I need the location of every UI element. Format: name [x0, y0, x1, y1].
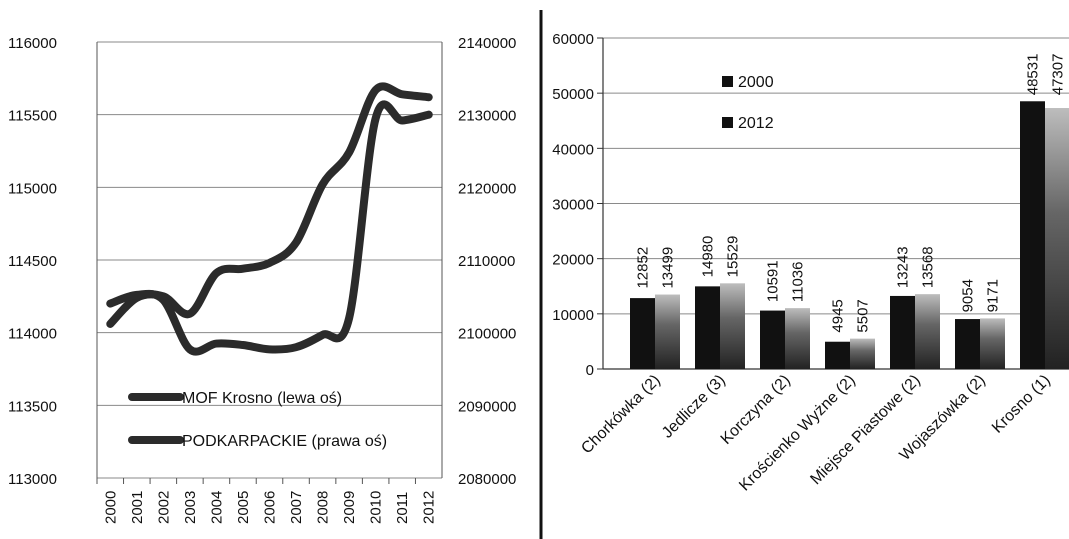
bar-2012 — [785, 308, 810, 369]
category-label: Jedlicze (3) — [659, 372, 729, 442]
y-axis-tick: 50000 — [552, 86, 594, 103]
bar-2012 — [915, 294, 940, 369]
x-axis-tick: 2004 — [208, 491, 225, 524]
data-label-2000: 14980 — [700, 236, 717, 278]
x-axis-tick: 2000 — [102, 491, 119, 524]
legend-swatch-2000 — [722, 76, 733, 87]
data-label-2012: 13568 — [920, 246, 937, 288]
bar-chart-x-axis: Chorkówka (2)Jedlicze (3)Korczyna (2)Kro… — [578, 372, 1054, 495]
y-axis-tick: 10000 — [552, 307, 594, 324]
line-chart-left-axis: 116000 115500 115000 114500 114000 113500 1130… — [8, 35, 57, 488]
x-axis-tick: 2007 — [288, 491, 305, 524]
line-chart: 116000 115500 115000 114500 114000 113500 1130… — [8, 35, 516, 524]
right-axis-tick: 2080000 — [458, 471, 516, 488]
bar-2012 — [980, 318, 1005, 369]
bar-2000 — [825, 341, 850, 369]
y-axis-tick: 30000 — [552, 197, 594, 214]
data-label-2012: 15529 — [725, 236, 742, 278]
x-axis-tick: 2001 — [129, 491, 146, 524]
bar-chart-y-axis: 60000 50000 40000 30000 20000 10000 0 — [552, 31, 594, 379]
bar-2000 — [955, 319, 980, 369]
data-label-2012: 47307 — [1050, 54, 1067, 96]
line-chart-legend: MOF Krosno (lewa oś) PODKARPACKIE (prawa… — [128, 390, 387, 450]
x-axis-tick: 2003 — [182, 491, 199, 524]
line-chart-x-axis: 2000 2001 2002 2003 2004 2005 2006 2007 2008 2009… — [96, 478, 438, 524]
bar-2012 — [720, 283, 745, 369]
data-label-2000: 4945 — [830, 299, 847, 332]
category-label: Krosno (1) — [989, 372, 1054, 437]
bar-chart-legend: 2000 2012 — [722, 74, 774, 132]
y-axis-tick: 0 — [586, 362, 594, 379]
bar-2000 — [760, 310, 785, 369]
data-label-2000: 12852 — [635, 247, 652, 289]
category-label: Chorkówka (2) — [578, 372, 664, 458]
legend-swatch-2012 — [722, 117, 733, 128]
data-label-2012: 5507 — [855, 299, 872, 332]
x-axis-tick: 2009 — [341, 491, 358, 524]
series-line-podkarpackie — [106, 100, 433, 356]
y-axis-tick: 60000 — [552, 31, 594, 48]
x-axis-tick: 2012 — [421, 491, 438, 524]
data-label-2000: 13243 — [895, 246, 912, 288]
legend-label-2012: 2012 — [738, 115, 774, 132]
left-axis-tick: 116000 — [8, 35, 57, 52]
bar-chart: 60000 50000 40000 30000 20000 10000 0 12852 134… — [552, 31, 1069, 494]
bar-2000 — [1020, 101, 1045, 369]
left-axis-tick: 114500 — [8, 253, 57, 270]
x-axis-tick: 2005 — [235, 491, 252, 524]
left-axis-tick: 114000 — [8, 326, 57, 343]
data-label-2012: 13499 — [660, 247, 677, 289]
left-axis-tick: 113000 — [8, 471, 57, 488]
legend-label-2000: 2000 — [738, 74, 774, 91]
category-label: Krościenko Wyżne (2) — [736, 372, 859, 495]
line-chart-series — [106, 82, 433, 356]
left-axis-tick: 113500 — [8, 398, 57, 415]
bar-2012 — [1045, 108, 1069, 370]
bar-2012 — [850, 338, 875, 369]
right-axis-tick: 2090000 — [458, 398, 516, 415]
left-axis-tick: 115500 — [8, 108, 57, 125]
data-label-2000: 9054 — [960, 279, 977, 312]
left-axis-tick: 115000 — [8, 180, 57, 197]
bar-chart-bars — [630, 101, 1069, 370]
legend-label-mof: MOF Krosno (lewa oś) — [182, 390, 342, 407]
bar-2000 — [695, 286, 720, 369]
legend-label-podkarpackie: PODKARPACKIE (prawa oś) — [182, 433, 387, 450]
right-axis-tick: 2110000 — [458, 253, 515, 270]
x-axis-tick: 2008 — [315, 491, 332, 524]
bar-2012 — [655, 294, 680, 369]
x-axis-tick: 2006 — [262, 491, 279, 524]
data-label-2000: 48531 — [1025, 54, 1042, 96]
data-label-2012: 11036 — [790, 262, 807, 303]
category-label: Miejsce Piastowe (2) — [807, 372, 923, 488]
data-label-2000: 10591 — [765, 260, 782, 302]
x-axis-tick: 2010 — [368, 491, 385, 524]
right-axis-tick: 2140000 — [458, 35, 516, 52]
y-axis-tick: 40000 — [552, 141, 594, 158]
bar-chart-data-labels: 12852 13499 14980 15529 10591 11036 4945 5507 13… — [635, 54, 1067, 333]
bar-2000 — [630, 298, 655, 369]
right-axis-tick: 2120000 — [458, 180, 516, 197]
y-axis-tick: 20000 — [552, 252, 594, 269]
x-axis-tick: 2002 — [155, 491, 172, 524]
bar-2000 — [890, 295, 915, 369]
line-chart-gridlines — [96, 41, 443, 479]
line-chart-right-axis: 2140000 2130000 2120000 2110000 2100000 20900… — [458, 35, 516, 488]
x-axis-tick: 2011 — [394, 492, 411, 524]
right-axis-tick: 2100000 — [458, 326, 516, 343]
right-axis-tick: 2130000 — [458, 108, 516, 125]
data-label-2012: 9171 — [985, 279, 1002, 312]
series-line-mof-krosno — [106, 82, 433, 328]
